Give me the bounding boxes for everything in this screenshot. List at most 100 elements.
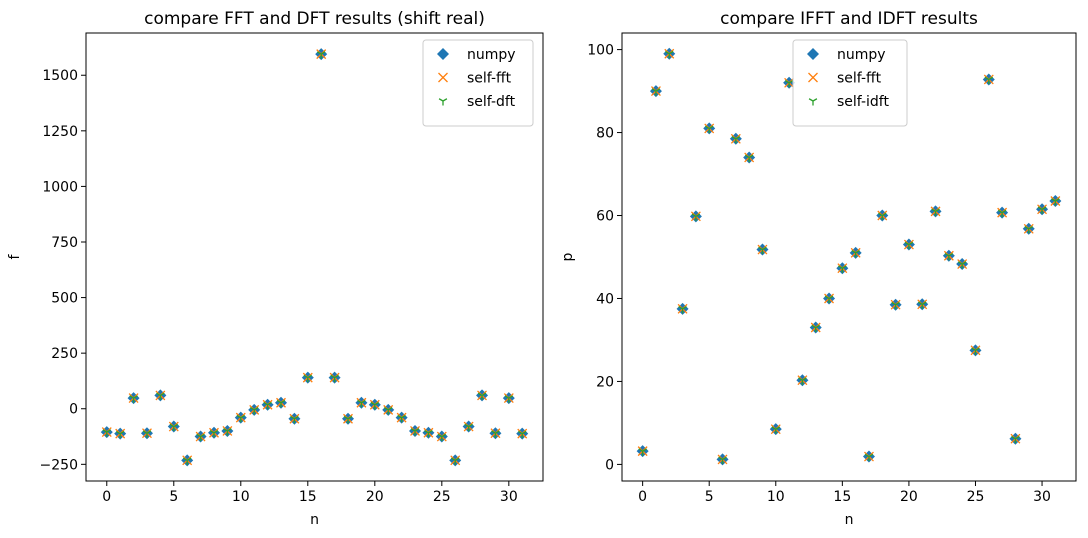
y-tick-label: 750: [51, 235, 78, 251]
data-point: [997, 209, 1007, 218]
data-point: [424, 429, 433, 438]
legend-marker: [437, 48, 449, 60]
data-point: [330, 374, 339, 383]
data-point: [169, 423, 179, 432]
x-tick-label: 5: [705, 489, 714, 505]
data-point: [477, 392, 487, 400]
data-point: [249, 407, 259, 415]
y-tick-label: 0: [69, 402, 78, 418]
data-point: [182, 457, 192, 465]
data-point: [343, 415, 353, 424]
y-axis-label: p: [560, 252, 576, 261]
data-point: [491, 430, 500, 438]
y-tick-label: 250: [51, 346, 78, 362]
data-point: [156, 392, 165, 400]
legend-label: numpy: [837, 47, 886, 63]
chart-title: compare IFFT and IDFT results: [720, 9, 978, 29]
y-tick-label: 80: [596, 126, 614, 142]
data-point: [1051, 198, 1060, 206]
data-point: [758, 246, 767, 255]
data-point: [263, 401, 272, 410]
y-axis-label: f: [7, 253, 23, 259]
data-point: [303, 374, 313, 383]
data-point: [864, 453, 874, 462]
legend-box: [422, 39, 534, 127]
data-point: [410, 428, 420, 436]
y-tick-label: 0: [605, 457, 614, 473]
x-tick-label: 30: [500, 489, 518, 505]
series-self-idft: [638, 50, 1060, 464]
x-tick-label: 25: [433, 489, 451, 505]
data-point: [357, 399, 366, 408]
data-point: [464, 423, 473, 432]
data-point: [129, 395, 138, 403]
x-tick-label: 15: [299, 489, 317, 505]
data-point: [223, 428, 232, 436]
data-point: [704, 125, 714, 133]
data-point: [651, 88, 661, 96]
data-point: [838, 265, 847, 273]
legend-label: self-idft: [837, 94, 889, 110]
y-tick-label: −250: [40, 457, 78, 473]
x-tick-label: 30: [1033, 489, 1051, 505]
plot-frame: [621, 32, 1077, 482]
y-tick-label: 1250: [42, 124, 78, 140]
legend-label: numpy: [467, 47, 516, 63]
data-point: [236, 414, 246, 423]
data-point: [811, 324, 820, 333]
data-point: [718, 456, 727, 464]
y-tick-label: 1500: [42, 68, 78, 84]
y-tick-label: 1000: [42, 179, 78, 195]
y-tick-label: 100: [587, 43, 614, 59]
data-point: [904, 241, 914, 250]
chart-title: compare FFT and DFT results (shift real): [144, 9, 485, 29]
y-tick-label: 60: [596, 209, 614, 225]
data-point: [851, 250, 860, 258]
data-point: [517, 430, 527, 439]
x-tick-label: 10: [232, 489, 250, 505]
x-tick-label: 0: [102, 489, 111, 505]
data-point: [276, 399, 286, 408]
x-tick-label: 0: [638, 489, 647, 505]
x-tick-label: 10: [767, 489, 785, 505]
data-point: [1037, 206, 1047, 214]
legend-marker: [438, 72, 448, 83]
legend-marker: [438, 98, 448, 106]
data-point: [824, 295, 834, 303]
data-point: [878, 212, 887, 221]
x-tick-label: 25: [967, 489, 985, 505]
x-axis-label: n: [845, 512, 854, 528]
x-tick-label: 5: [169, 489, 178, 505]
data-point: [798, 377, 807, 385]
legend-label: self-fft: [837, 71, 882, 87]
x-tick-label: 20: [900, 489, 918, 505]
data-point: [638, 448, 647, 456]
legend-marker: [807, 48, 819, 60]
data-point: [771, 426, 781, 434]
legend-label: self-dft: [467, 94, 516, 110]
data-point: [370, 401, 380, 410]
y-tick-label: 500: [51, 291, 78, 307]
x-axis-label: n: [310, 512, 319, 528]
data-point: [290, 415, 299, 424]
data-point: [383, 407, 393, 415]
data-point: [917, 301, 927, 309]
data-point: [504, 395, 514, 403]
data-point: [891, 301, 900, 310]
data-point: [102, 429, 112, 437]
data-point: [196, 433, 205, 442]
data-point: [744, 154, 754, 162]
data-point: [944, 252, 954, 261]
y-tick-label: 20: [596, 374, 614, 390]
x-tick-label: 15: [833, 489, 851, 505]
y-tick-label: 40: [596, 291, 614, 307]
data-point: [397, 414, 406, 423]
data-point: [316, 51, 326, 59]
data-point: [731, 135, 741, 144]
x-tick-label: 20: [366, 489, 384, 505]
plot-frame: [85, 32, 544, 482]
data-point: [437, 433, 447, 442]
legend-marker: [808, 72, 818, 83]
legend-marker: [808, 98, 818, 106]
data-point: [691, 213, 701, 221]
